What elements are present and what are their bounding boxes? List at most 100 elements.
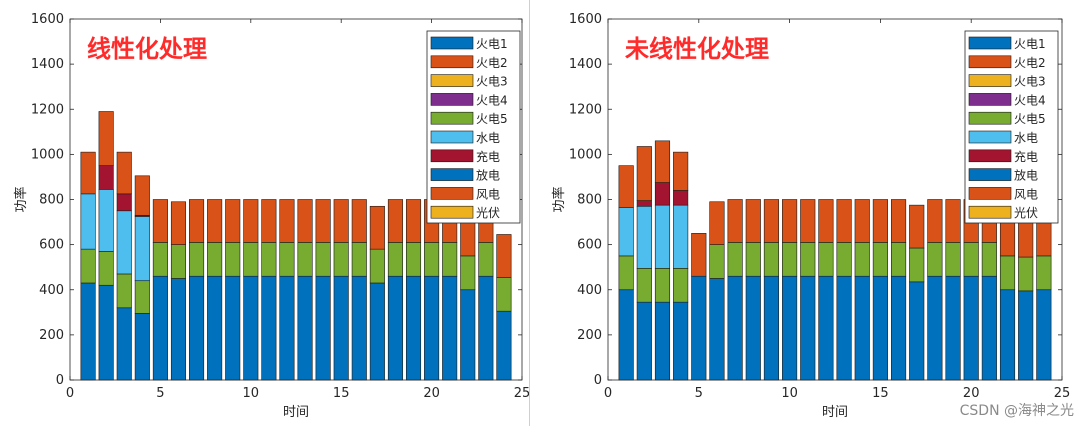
bar-segment: [999, 289, 1016, 381]
bar-segment: [80, 151, 96, 195]
bar-segment: [890, 199, 907, 243]
bar-segment: [909, 247, 925, 283]
bar-segment: [800, 275, 816, 381]
bar-segment: [872, 275, 888, 381]
bar-segment: [261, 199, 277, 243]
bar-segment: [170, 201, 187, 245]
bar-segment: [836, 199, 852, 243]
bar-segment: [927, 199, 943, 243]
legend-swatch: [430, 36, 474, 50]
x-tick-label: 15: [872, 386, 889, 401]
bar-segment: [945, 199, 961, 243]
legend-label: 水电: [476, 131, 500, 145]
legend-swatch: [430, 168, 474, 181]
bar-segment: [496, 310, 512, 381]
legend-swatch: [968, 74, 1012, 87]
legend-label: 充电: [476, 149, 500, 164]
legend-label: 火电1: [1014, 37, 1046, 51]
bar-segment: [636, 205, 652, 269]
bar-segment: [872, 242, 888, 277]
bar-segment: [243, 199, 259, 243]
bar-segment: [80, 282, 96, 381]
bar-segment: [636, 268, 652, 303]
legend-swatch: [968, 168, 1012, 181]
bar-segment: [405, 275, 422, 381]
bar-segment: [405, 242, 422, 277]
bar-segment: [243, 242, 259, 277]
bar-segment: [315, 199, 331, 243]
legend-label: 放电: [1014, 168, 1038, 183]
legend-label: 火电3: [1014, 75, 1046, 89]
y-tick-label: 1200: [569, 102, 602, 117]
bar-segment: [333, 242, 349, 277]
y-tick-label: 1600: [31, 12, 64, 27]
legend-swatch: [968, 55, 1012, 69]
y-tick-label: 1400: [31, 57, 64, 72]
bar-segment: [618, 207, 634, 257]
bar-segment: [387, 199, 403, 243]
chart-annotation: 未线性化处理: [625, 35, 769, 63]
legend-swatch: [968, 93, 1012, 106]
chart-annotation: 线性化处理: [87, 35, 207, 63]
bar-segment: [225, 199, 241, 243]
bar-segment: [654, 182, 671, 206]
bar-segment: [709, 201, 725, 245]
y-tick-label: 600: [39, 238, 64, 253]
bar-segment: [478, 242, 494, 277]
bar-segment: [673, 301, 689, 381]
bar-segment: [691, 275, 707, 381]
bar-segment: [818, 275, 834, 381]
legend-label: 放电: [476, 168, 500, 183]
bar-segment: [442, 275, 458, 381]
bar-segment: [460, 289, 476, 381]
panel-divider: [529, 0, 530, 426]
bar-segment: [207, 199, 223, 243]
y-axis-label: 功率: [551, 186, 567, 212]
bar-segment: [152, 242, 168, 277]
bar-segment: [963, 242, 979, 277]
legend-label: 火电4: [1014, 93, 1046, 107]
bar-segment: [654, 204, 671, 269]
bar-segment: [116, 273, 132, 309]
bar-segment: [1018, 290, 1034, 381]
bar-segment: [261, 275, 277, 381]
y-tick-label: 1400: [569, 57, 602, 72]
bar-segment: [618, 289, 634, 381]
bar-segment: [369, 282, 385, 381]
bar-segment: [763, 242, 780, 277]
legend-label: 光伏: [1014, 206, 1038, 220]
y-tick-label: 800: [39, 193, 64, 208]
bar-segment: [709, 278, 725, 381]
bar-segment: [727, 242, 743, 277]
x-tick-label: 5: [156, 386, 164, 401]
bar-segment: [890, 242, 907, 277]
bar-segment: [98, 251, 114, 286]
bar-segment: [297, 242, 313, 277]
bar-segment: [351, 242, 367, 277]
legend-label: 火电5: [476, 112, 508, 126]
y-tick-label: 1000: [569, 147, 602, 162]
bar-segment: [1036, 255, 1052, 291]
y-tick-label: 0: [56, 373, 64, 388]
chart-panel-1: 0 200 400 600 800 1000 1200 1400 1600 0 5 10 15 20 25 时…: [13, 12, 530, 420]
bar-segment: [297, 275, 313, 381]
bar-segment: [763, 199, 780, 243]
legend-label: 火电5: [1014, 112, 1046, 126]
x-tick-label: 25: [1054, 386, 1071, 401]
bar-segment: [818, 199, 834, 243]
bar-segment: [691, 233, 707, 277]
bar-segment: [763, 275, 780, 381]
bar-segment: [442, 242, 458, 277]
bar-segment: [654, 301, 671, 381]
legend-swatch: [968, 187, 1012, 200]
bar-segment: [424, 275, 440, 381]
y-tick-label: 400: [39, 283, 64, 298]
bar-segment: [369, 205, 385, 250]
bar-segment: [782, 275, 798, 381]
bar-segment: [727, 199, 743, 243]
bar-segment: [981, 275, 997, 381]
bar-segment: [315, 242, 331, 277]
bar-segment: [134, 313, 150, 381]
bar-segment: [225, 242, 241, 277]
